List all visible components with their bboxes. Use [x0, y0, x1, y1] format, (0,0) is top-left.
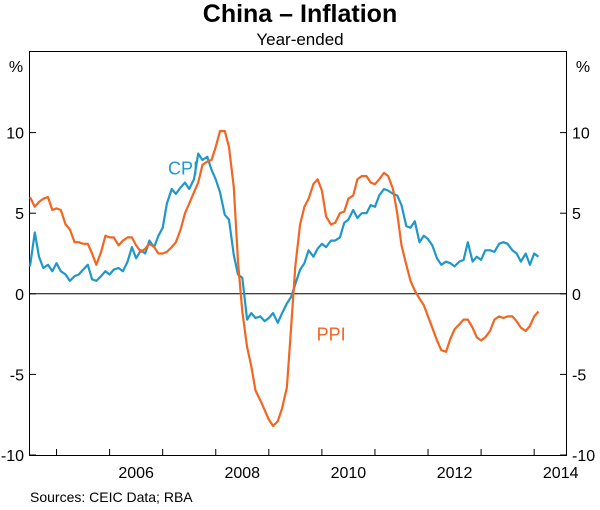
x-tick-label: 2006 — [118, 465, 154, 482]
x-tick-label: 2012 — [437, 465, 473, 482]
x-tick-label: 2014 — [543, 465, 579, 482]
y-tick-label-left: -10 — [1, 448, 24, 465]
y-tick-label-left: 0 — [15, 287, 24, 304]
chart-subtitle: Year-ended — [256, 30, 344, 49]
x-tick-label: 2008 — [224, 465, 260, 482]
y-tick-label-left: 5 — [15, 206, 24, 223]
series-label-cpi: CPI — [168, 159, 198, 179]
x-tick-label: 2010 — [331, 465, 367, 482]
source-note: Sources: CEIC Data; RBA — [30, 489, 193, 505]
y-tick-label-right: 5 — [572, 206, 581, 223]
y-tick-label-left: -5 — [10, 367, 24, 384]
series-label-ppi: PPI — [317, 325, 346, 345]
y-tick-label-left: 10 — [6, 126, 24, 143]
chart-canvas: % % 10 10 5 5 0 0 -5 -5 -10 -10 2006 2008 2010 2012 20… — [1, 51, 595, 482]
series-line-cpi — [28, 152, 540, 324]
y-tick-label-right: 0 — [572, 287, 581, 304]
y-tick-label-right: -5 — [572, 367, 586, 384]
plot-frame — [29, 51, 567, 456]
y-unit-right: % — [576, 59, 590, 76]
y-unit-left: % — [9, 59, 23, 76]
y-tick-label-right: -10 — [572, 448, 595, 465]
y-tick-label-right: 10 — [572, 126, 590, 143]
chart-title: China – Inflation — [202, 0, 398, 28]
series-line-ppi — [29, 129, 540, 428]
